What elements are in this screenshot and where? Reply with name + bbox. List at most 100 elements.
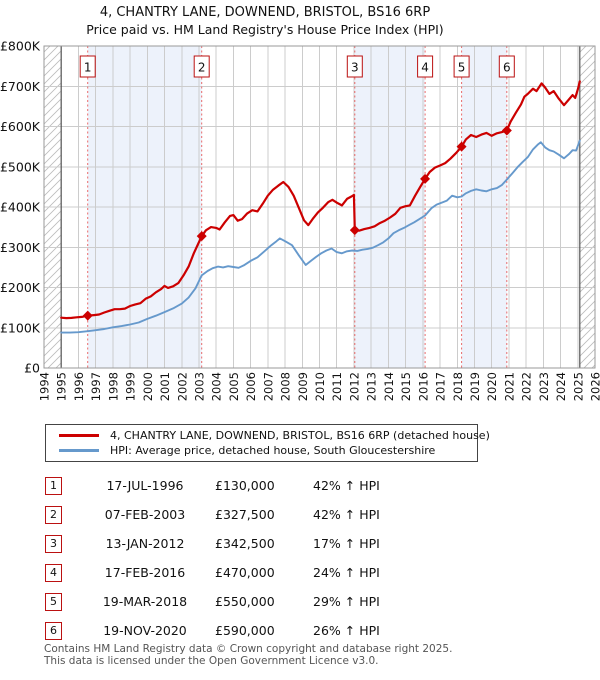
row-price: £130,000 (215, 478, 275, 493)
row-badge: 3 (45, 534, 62, 553)
x-axis-tick-label: 2019 (468, 372, 482, 401)
x-axis-tick-label: 2016 (416, 372, 430, 401)
price-history-chart: 1 2 3 4 5 6 £0 £100K £200K £300K £400K £500K £600K £7… (0, 39, 600, 402)
row-hpi-change: 26% ↑ HPI (313, 623, 380, 638)
svg-text:6: 6 (503, 61, 511, 75)
x-axis-tick-label: 1996 (72, 372, 86, 401)
row-hpi-change: 42% ↑ HPI (313, 507, 380, 522)
x-axis-tick-label: 2018 (451, 372, 465, 401)
marker-badge: 6 (498, 55, 515, 78)
footer-line2: This data is licensed under the Open Gov… (44, 654, 379, 667)
x-axis-tick-label: 2008 (279, 372, 293, 401)
y-axis-tick-label: £600K (0, 119, 41, 134)
marker-badge: 2 (193, 55, 210, 78)
row-date: 19-MAR-2018 (102, 594, 188, 609)
x-axis-tick-label: 2012 (347, 372, 361, 401)
page-title: 4, CHANTRY LANE, DOWNEND, BRISTOL, BS16 … (99, 5, 431, 20)
table-row: 6 19-NOV-2020 £590,000 26% ↑ HPI (45, 616, 565, 645)
legend-label: 4, CHANTRY LANE, DOWNEND, BRISTOL, BS16 … (110, 429, 490, 442)
row-hpi-change: 24% ↑ HPI (313, 565, 380, 580)
row-hpi-change: 29% ↑ HPI (313, 594, 380, 609)
svg-text:4: 4 (421, 61, 429, 75)
row-date: 17-FEB-2016 (104, 565, 186, 580)
x-axis-tick-label: 2015 (399, 372, 413, 401)
row-hpi-change: 42% ↑ HPI (313, 478, 380, 493)
hpi-line (60, 139, 581, 334)
x-axis-tick-label: 2004 (210, 372, 224, 401)
row-price: £342,500 (215, 536, 275, 551)
row-badge: 4 (45, 563, 62, 582)
x-axis-tick-label: 1999 (124, 372, 138, 401)
svg-text:5: 5 (458, 61, 466, 75)
legend-item: 4, CHANTRY LANE, DOWNEND, BRISTOL, BS16 … (59, 428, 490, 443)
purchase-marker (82, 310, 93, 321)
y-axis-tick-label: £0 (24, 361, 40, 376)
x-axis-tick-label: 2013 (365, 372, 379, 401)
x-axis-tick-label: 2021 (502, 372, 516, 401)
marker-badge: 5 (453, 55, 470, 78)
footer: Contains HM Land Registry data © Crown c… (44, 643, 584, 667)
row-date: 19-NOV-2020 (103, 623, 187, 638)
footer-line1: Contains HM Land Registry data © Crown c… (44, 643, 453, 655)
y-axis-tick-label: £100K (0, 320, 41, 335)
x-axis-tick-label: 2005 (227, 372, 241, 401)
x-axis-tick-label: 2000 (141, 372, 155, 401)
row-price: £327,500 (215, 507, 275, 522)
table-row: 1 17-JUL-1996 £130,000 42% ↑ HPI (45, 471, 565, 500)
legend-label: HPI: Average price, detached house, Sout… (110, 444, 436, 457)
x-axis-tick-label: 2009 (296, 372, 310, 401)
x-axis-tick-label: 2007 (261, 372, 275, 401)
row-price: £470,000 (215, 565, 275, 580)
x-axis-tick-label: 1998 (106, 372, 120, 401)
row-price: £590,000 (215, 623, 275, 638)
y-axis-tick-label: £300K (0, 240, 41, 255)
svg-text:3: 3 (351, 61, 359, 75)
x-axis-tick-label: 2014 (382, 372, 396, 401)
x-axis-tick-label: 2002 (175, 372, 189, 401)
purchase-marker (349, 225, 360, 236)
purchase-marker (456, 141, 467, 152)
page-subtitle: Price paid vs. HM Land Registry's House … (86, 22, 444, 37)
x-axis-tick-label: 1995 (55, 372, 69, 401)
legend-item: HPI: Average price, detached house, Sout… (59, 443, 477, 458)
row-date: 17-JUL-1996 (106, 478, 184, 493)
marker-badge: 1 (79, 55, 96, 78)
x-axis-tick-label: 1994 (38, 372, 52, 401)
row-badge: 2 (45, 505, 62, 524)
purchase-marker (501, 125, 512, 136)
x-axis-tick-label: 2025 (571, 372, 585, 401)
table-row: 2 07-FEB-2003 £327,500 42% ↑ HPI (45, 500, 565, 529)
marker-badge: 4 (417, 55, 434, 78)
row-badge: 1 (45, 476, 62, 495)
row-badge: 5 (45, 592, 62, 611)
legend: 4, CHANTRY LANE, DOWNEND, BRISTOL, BS16 … (45, 424, 490, 462)
table-row: 4 17-FEB-2016 £470,000 24% ↑ HPI (45, 558, 565, 587)
x-axis-tick-label: 2001 (158, 372, 172, 401)
row-badge: 6 (45, 621, 62, 640)
table-row: 5 19-MAR-2018 £550,000 29% ↑ HPI (45, 587, 565, 616)
table-row: 3 13-JAN-2012 £342,500 17% ↑ HPI (45, 529, 565, 558)
legend-swatch (59, 434, 99, 437)
transaction-table: 1 17-JUL-1996 £130,000 42% ↑ HPI 2 07-FEB-200… (45, 471, 565, 645)
marker-badge: 3 (346, 55, 363, 78)
x-axis-tick-label: 2017 (434, 372, 448, 401)
y-axis-tick-label: £200K (0, 280, 41, 295)
x-axis-tick-label: 1997 (89, 372, 103, 401)
x-axis-tick-label: 2003 (193, 372, 207, 401)
row-price: £550,000 (215, 594, 275, 609)
y-axis-tick-label: £800K (0, 39, 41, 54)
y-axis-tick-label: £500K (0, 159, 41, 174)
legend-swatch (59, 449, 99, 452)
purchase-marker (196, 231, 207, 242)
purchase-marker (420, 173, 431, 184)
row-date: 07-FEB-2003 (104, 507, 186, 522)
x-axis-tick-label: 2026 (589, 372, 600, 401)
y-axis-tick-label: £700K (0, 79, 41, 94)
y-axis-tick-label: £400K (0, 200, 41, 215)
x-axis-tick-label: 2023 (537, 372, 551, 401)
x-axis-tick-label: 2006 (244, 372, 258, 401)
x-axis-tick-label: 2011 (330, 372, 344, 401)
x-axis-tick-label: 2024 (554, 372, 568, 401)
row-hpi-change: 17% ↑ HPI (313, 536, 380, 551)
